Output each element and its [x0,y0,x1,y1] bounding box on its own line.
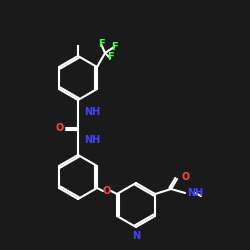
Text: F: F [107,52,113,62]
Text: N: N [132,231,140,241]
Text: NH: NH [187,188,203,198]
Text: O: O [181,172,189,182]
Text: NH: NH [84,135,100,145]
Text: F: F [98,39,104,49]
Text: F: F [111,42,117,52]
Text: O: O [103,186,111,196]
Text: O: O [56,123,64,133]
Text: NH: NH [84,107,100,117]
